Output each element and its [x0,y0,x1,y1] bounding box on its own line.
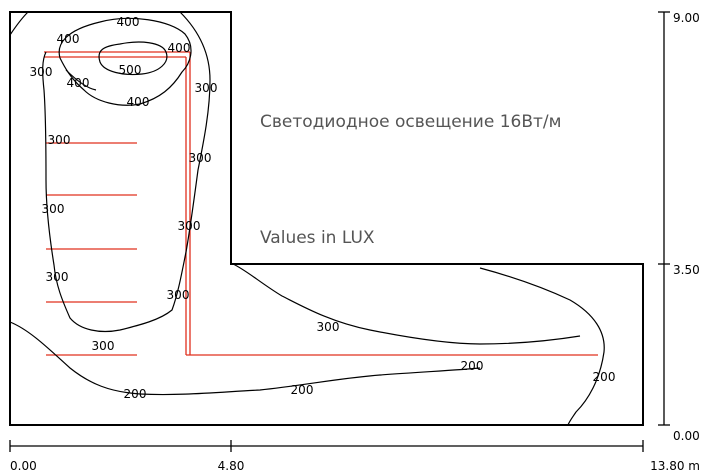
horizontal-scale-label: 0.00 [10,459,37,473]
led-strips [44,51,598,356]
contour-label: 400 [168,41,191,55]
units-note: Values in LUX [260,228,375,248]
horizontal-scale-label: 4.80 [218,459,245,473]
contour-label: 400 [57,32,80,46]
vertical-scale [658,11,670,426]
contour-label: 300 [167,288,190,302]
isoline-400-left [65,69,97,91]
contour-label: 300 [189,151,212,165]
contour-label: 200 [461,359,484,373]
isoline-300 [42,11,211,333]
contour-label: 400 [127,95,150,109]
horizontal-scale [9,440,644,452]
vertical-scale-label: 0.00 [673,429,700,443]
isoline-200-corridor [232,263,581,345]
contour-labels: 400 400 400 500 300 400 400 300 300 300 … [30,15,616,401]
isoline-200 [9,321,481,396]
vertical-scale-label: 9.00 [673,11,700,25]
isoline-100 [479,267,605,426]
contour-label: 200 [124,387,147,401]
contour-label: 400 [67,76,90,90]
horizontal-scale-label: 13.80 m [650,459,700,473]
contour-label: 200 [291,383,314,397]
vertical-scale-label: 3.50 [673,263,700,277]
contour-label: 300 [42,202,65,216]
contour-label: 300 [195,81,218,95]
isoline-corner [9,11,29,36]
isoline-400 [58,17,192,106]
isoline-500 [98,41,168,76]
contour-label: 400 [117,15,140,29]
contour-label: 300 [92,339,115,353]
contour-label: 300 [317,320,340,334]
contour-label: 300 [46,270,69,284]
lighting-title: Светодиодное освещение 16Вт/м [260,112,562,132]
isolines [9,11,605,426]
contour-label: 500 [119,63,142,77]
contour-label: 200 [593,370,616,384]
contour-label: 300 [48,133,71,147]
room-outline [9,11,644,426]
contour-label: 300 [178,219,201,233]
contour-label: 300 [30,65,53,79]
